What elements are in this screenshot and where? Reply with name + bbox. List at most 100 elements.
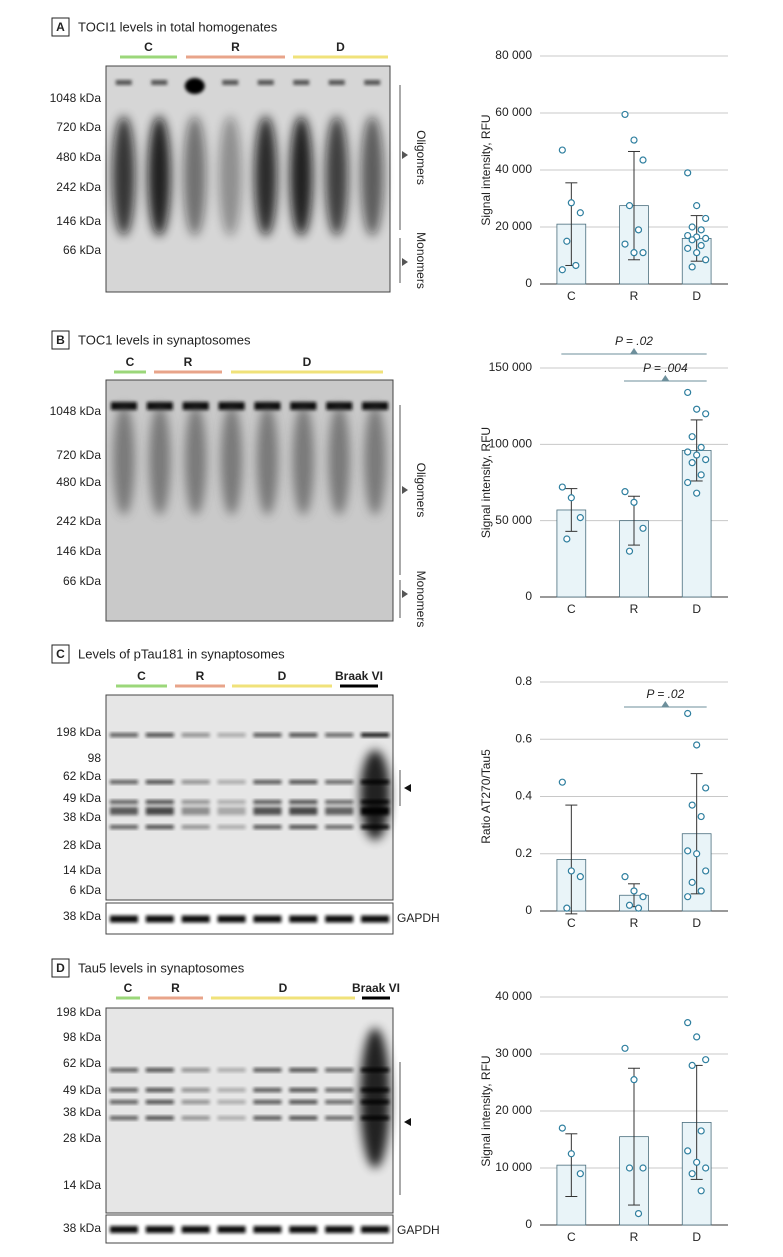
- data-point: [702, 1056, 710, 1064]
- blot-lanes: [109, 733, 391, 923]
- lane-band: [289, 800, 318, 804]
- lane-band: [325, 780, 354, 784]
- group-bar: [148, 996, 203, 1000]
- data-point: [625, 1164, 634, 1172]
- lane-band: [325, 800, 354, 804]
- data-point: [684, 893, 692, 901]
- marker-label: 480 kDa: [56, 150, 101, 164]
- group-bar: [362, 996, 390, 1000]
- data-point: [693, 1033, 701, 1041]
- lane-band: [253, 1116, 282, 1120]
- lane-band: [145, 733, 174, 737]
- lane-band: [145, 800, 174, 804]
- y-tick-label: 40 000: [495, 162, 532, 176]
- data-point: [697, 812, 705, 821]
- side-arrow: [404, 1118, 411, 1126]
- lane-band: [217, 825, 246, 829]
- data-point: [625, 547, 634, 555]
- lane-smear: [113, 405, 135, 515]
- y-tick-label: 150 000: [489, 360, 533, 374]
- lane-band: [109, 1100, 138, 1104]
- data-point: [693, 405, 701, 413]
- group-label: R: [231, 40, 240, 54]
- data-point: [702, 256, 710, 264]
- y-tick-label: 20 000: [495, 1103, 532, 1117]
- y-tick-label: 50 000: [495, 513, 532, 527]
- significance-marker: [661, 375, 670, 381]
- panel-letter: D: [56, 961, 65, 975]
- group-bar: [114, 370, 146, 374]
- data-point: [567, 1150, 575, 1158]
- lane-band: [145, 1088, 174, 1092]
- data-point: [567, 199, 575, 207]
- group-label: Braak VI: [335, 669, 383, 683]
- marker-label: 38 kDa: [63, 810, 101, 824]
- group-label: D: [279, 981, 288, 995]
- group-label: Braak VI: [352, 981, 400, 995]
- panel-title: Levels of pTau181 in synaptosomes: [78, 646, 285, 661]
- lane-band: [109, 800, 138, 804]
- data-point: [558, 483, 566, 491]
- data-point: [621, 240, 629, 248]
- group-label: C: [137, 669, 146, 683]
- y-tick-label: 0.2: [515, 846, 532, 860]
- side-label: Oligomers: [414, 130, 428, 185]
- data-point: [558, 266, 566, 274]
- y-tick-label: 0.4: [515, 789, 532, 803]
- lane-band: [289, 1088, 318, 1092]
- data-point: [684, 169, 692, 177]
- lane-smear: [218, 116, 242, 236]
- data-point: [576, 514, 584, 522]
- y-tick-label: 0: [525, 276, 532, 290]
- y-axis-label: Ratio AT270/Tau5: [479, 749, 493, 844]
- data-point: [684, 448, 692, 456]
- group-label: D: [278, 669, 287, 683]
- data-point: [630, 136, 638, 144]
- data-point: [572, 261, 580, 270]
- lane-band: [253, 1100, 282, 1104]
- data-point: [684, 847, 692, 855]
- group-bar: [211, 996, 355, 1000]
- lane-band: [253, 1088, 282, 1092]
- group-label: D: [303, 355, 312, 369]
- group-bar: [116, 996, 140, 1000]
- panel-title: TOCI1 levels in total homogenates: [78, 19, 278, 34]
- y-tick-label: 0: [525, 589, 532, 603]
- data-point: [630, 1076, 638, 1084]
- lane-band: [181, 825, 210, 829]
- marker-label: 62 kDa: [63, 1056, 101, 1070]
- marker-label: 98 kDa: [63, 1030, 101, 1044]
- data-point: [625, 901, 634, 909]
- data-point: [621, 1044, 629, 1052]
- marker-label: 1048 kDa: [50, 404, 102, 418]
- loading-control-label: GAPDH: [397, 911, 440, 925]
- marker-label: 146 kDa: [56, 544, 101, 558]
- panel-letter-box: [51, 644, 70, 664]
- side-label: Monomers: [414, 232, 428, 289]
- group-bar: [154, 370, 222, 374]
- lane-band: [217, 800, 246, 804]
- data-point: [684, 1019, 692, 1027]
- lane-band: [325, 1100, 354, 1104]
- lane-smear: [325, 116, 349, 236]
- lane-band: [289, 1116, 318, 1120]
- data-point: [688, 236, 696, 244]
- y-tick-label: 0: [525, 1217, 532, 1231]
- lane-band: [109, 1088, 138, 1092]
- lane-band: [217, 780, 246, 784]
- blot: [105, 694, 394, 901]
- marker-label: 720 kDa: [56, 120, 101, 134]
- significance-marker: [630, 348, 638, 354]
- data-point: [563, 237, 571, 245]
- data-point: [684, 244, 692, 252]
- data-point: [684, 1147, 692, 1155]
- lane-band: [289, 1100, 318, 1104]
- side-arrow: [402, 486, 408, 494]
- data-point: [558, 146, 566, 154]
- group-bar: [116, 684, 167, 688]
- data-point: [558, 1124, 566, 1132]
- gapdh-band: [361, 915, 390, 923]
- y-tick-label: 0.8: [515, 674, 532, 688]
- data-point: [688, 801, 696, 809]
- group-label: R: [196, 669, 205, 683]
